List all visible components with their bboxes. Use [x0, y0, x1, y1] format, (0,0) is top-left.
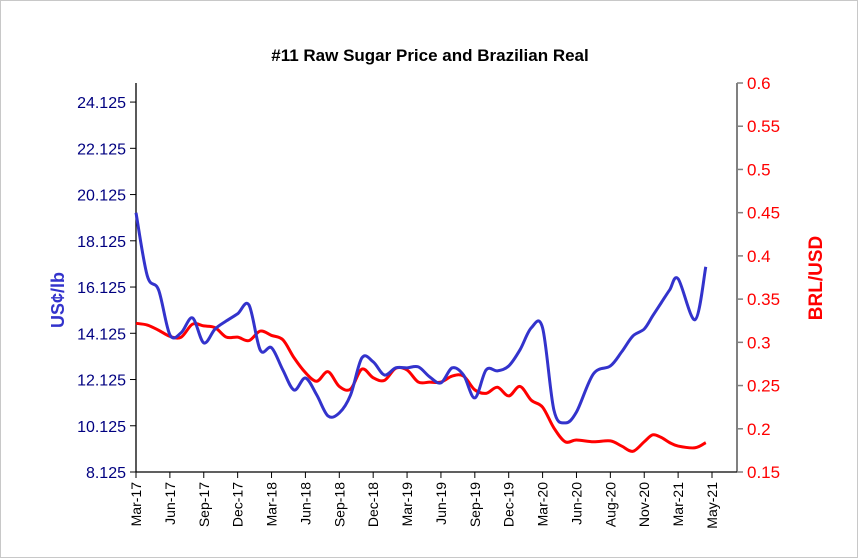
x-tick-label: Mar-20 [535, 482, 551, 527]
x-tick-label: Mar-19 [399, 482, 415, 527]
sugar-price-line [134, 212, 708, 425]
x-tick-label: Mar-17 [128, 482, 144, 527]
left-tick-label: 8.125 [86, 465, 126, 482]
left-tick-label: 24.125 [77, 95, 126, 112]
brl-usd-line [135, 321, 707, 453]
right-tick-label: 0.15 [747, 463, 780, 482]
left-tick-label: 22.125 [77, 141, 126, 158]
x-tick-label: Sep-19 [467, 482, 483, 527]
x-tick-label: Jun-18 [297, 482, 313, 525]
right-tick-label: 0.35 [747, 290, 780, 309]
x-tick-label: Aug-20 [602, 482, 618, 527]
right-tick-label: 0.55 [747, 117, 780, 136]
left-tick-label: 14.125 [77, 326, 126, 343]
right-tick-label: 0.3 [747, 333, 771, 352]
right-tick-label: 0.45 [747, 204, 780, 223]
x-tick-label: Sep-17 [196, 482, 212, 527]
left-tick-label: 16.125 [77, 280, 126, 297]
right-axis-title: BRL/USD [806, 236, 827, 320]
x-tick-label: Mar-18 [264, 482, 280, 527]
x-tick-label: Dec-19 [501, 482, 517, 527]
left-tick-label: 18.125 [77, 234, 126, 251]
x-tick-label: Jun-19 [433, 482, 449, 525]
x-tick-label: Jun-20 [568, 482, 584, 525]
left-tick-label: 12.125 [77, 373, 126, 390]
left-tick-label: 20.125 [77, 188, 126, 205]
left-axis-title: US¢/lb [48, 272, 68, 328]
x-tick-label: Dec-18 [365, 482, 381, 527]
x-tick-label: Sep-18 [331, 482, 347, 527]
x-tick-label: Dec-17 [230, 482, 246, 527]
x-tick-label: May-21 [704, 482, 720, 529]
right-tick-label: 0.6 [747, 74, 771, 93]
right-tick-label: 0.4 [747, 247, 771, 266]
right-tick-label: 0.25 [747, 377, 780, 396]
chart-title: #11 Raw Sugar Price and Brazilian Real [271, 46, 588, 65]
x-tick-label: Nov-20 [636, 482, 652, 527]
right-tick-label: 0.2 [747, 420, 771, 439]
x-tick-label: Jun-17 [162, 482, 178, 525]
right-tick-label: 0.5 [747, 160, 771, 179]
x-tick-label: Mar-21 [670, 482, 686, 527]
left-tick-label: 10.125 [77, 419, 126, 436]
